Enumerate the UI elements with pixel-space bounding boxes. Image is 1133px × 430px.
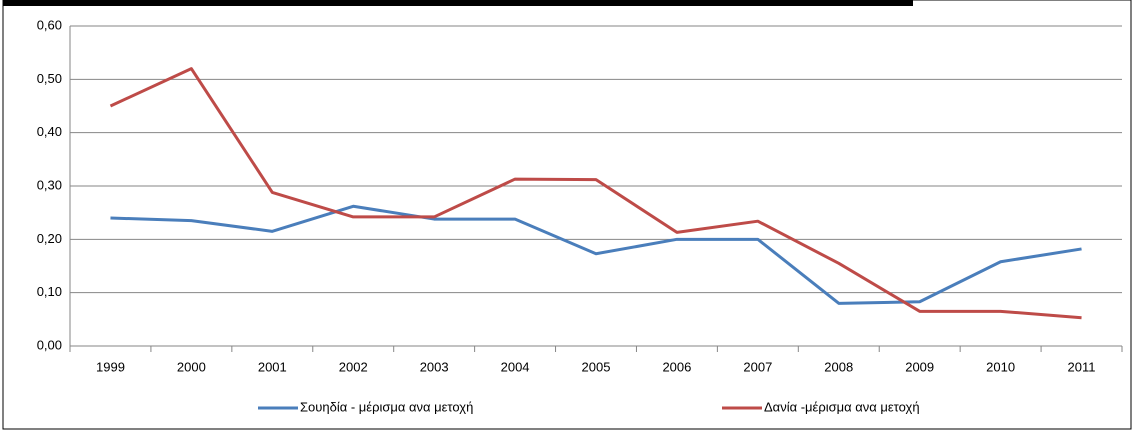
y-tick-label: 0,20 (37, 231, 62, 246)
x-tick-label: 1999 (96, 359, 125, 374)
x-tick-label: 2007 (743, 359, 772, 374)
x-tick-label: 2005 (582, 359, 611, 374)
x-tick-label: 2001 (258, 359, 287, 374)
series-line (110, 204, 1082, 305)
y-tick-label: 0,40 (37, 124, 62, 139)
y-tick-label: 0,60 (37, 17, 62, 32)
legend-label: Δανία -μέρισμα ανα μετοχή (764, 399, 920, 414)
y-tick-label: 0,10 (37, 284, 62, 299)
x-tick-label: 2002 (339, 359, 368, 374)
x-tick-label: 2011 (1068, 359, 1096, 374)
y-tick-label: 0,00 (37, 337, 62, 352)
x-tick-label: 2009 (905, 359, 934, 374)
x-tick-label: 2004 (501, 359, 530, 374)
legend-label: Σουηδία - μέρισμα ανα μετοχή (300, 399, 473, 414)
x-tick-label: 2003 (420, 359, 449, 374)
x-tick-label: 2008 (824, 359, 853, 374)
y-tick-label: 0,50 (37, 71, 62, 86)
x-tick-label: 2000 (177, 359, 206, 374)
series-line (109, 67, 1082, 320)
cropped-title (3, 0, 913, 6)
y-tick-label: 0,30 (37, 177, 62, 192)
x-tick-label: 2010 (986, 359, 1015, 374)
x-tick-label: 2006 (662, 359, 691, 374)
